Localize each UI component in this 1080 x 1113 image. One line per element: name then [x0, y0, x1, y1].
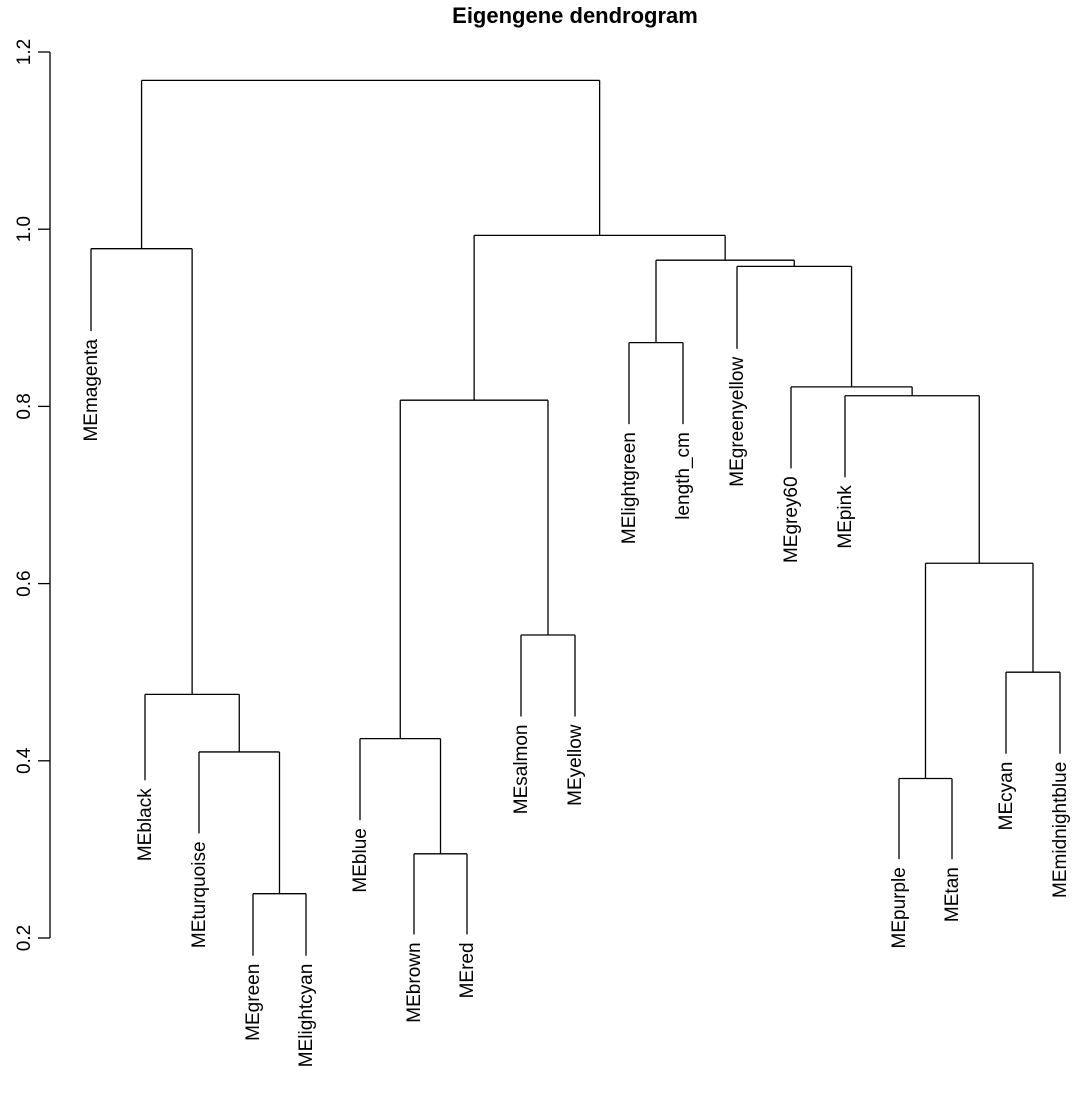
leaf-label: MEblack: [135, 788, 156, 861]
leaf-label: MEblue: [350, 828, 371, 892]
leaf-label: MElightgreen: [619, 432, 640, 544]
leaf-label: MEgreenyellow: [727, 357, 748, 487]
y-tick-label: 0.2: [14, 925, 35, 951]
leaf-label: MEred: [457, 942, 478, 998]
leaf-label: MEbrown: [404, 942, 425, 1022]
y-tick-label: 0.4: [14, 747, 35, 774]
dendrogram-tree: [90, 79, 1061, 956]
y-tick-label: 0.8: [14, 393, 35, 419]
leaf-label: MEtan: [942, 867, 963, 922]
leaf-label: MEpurple: [889, 867, 910, 948]
leaf-label: MEpink: [835, 485, 856, 549]
leaf-label: MEsalmon: [511, 725, 532, 815]
leaf-label: MEcyan: [996, 762, 1017, 831]
y-tick-label: 0.6: [14, 570, 35, 596]
y-axis: 0.2 0.4 0.6 0.8 1.0 1.2: [14, 39, 51, 951]
leaf-labels: MEmagenta MEblack MEturquoise MEgreen MEligh…: [81, 339, 1071, 1068]
leaf-label: MEturquoise: [189, 841, 210, 948]
leaf-label: MEgreen: [243, 964, 264, 1041]
leaf-label: MEyellow: [565, 724, 586, 806]
leaf-label: MElightcyan: [296, 964, 317, 1068]
chart-title: Eigengene dendrogram: [452, 3, 698, 28]
leaf-label: MEmidnightblue: [1050, 762, 1071, 898]
leaf-label: length_cm: [673, 432, 694, 520]
leaf-label: MEgrey60: [781, 476, 802, 563]
y-tick-label: 1.0: [14, 216, 35, 242]
y-tick-label: 1.2: [14, 39, 35, 65]
leaf-label: MEmagenta: [81, 339, 102, 442]
